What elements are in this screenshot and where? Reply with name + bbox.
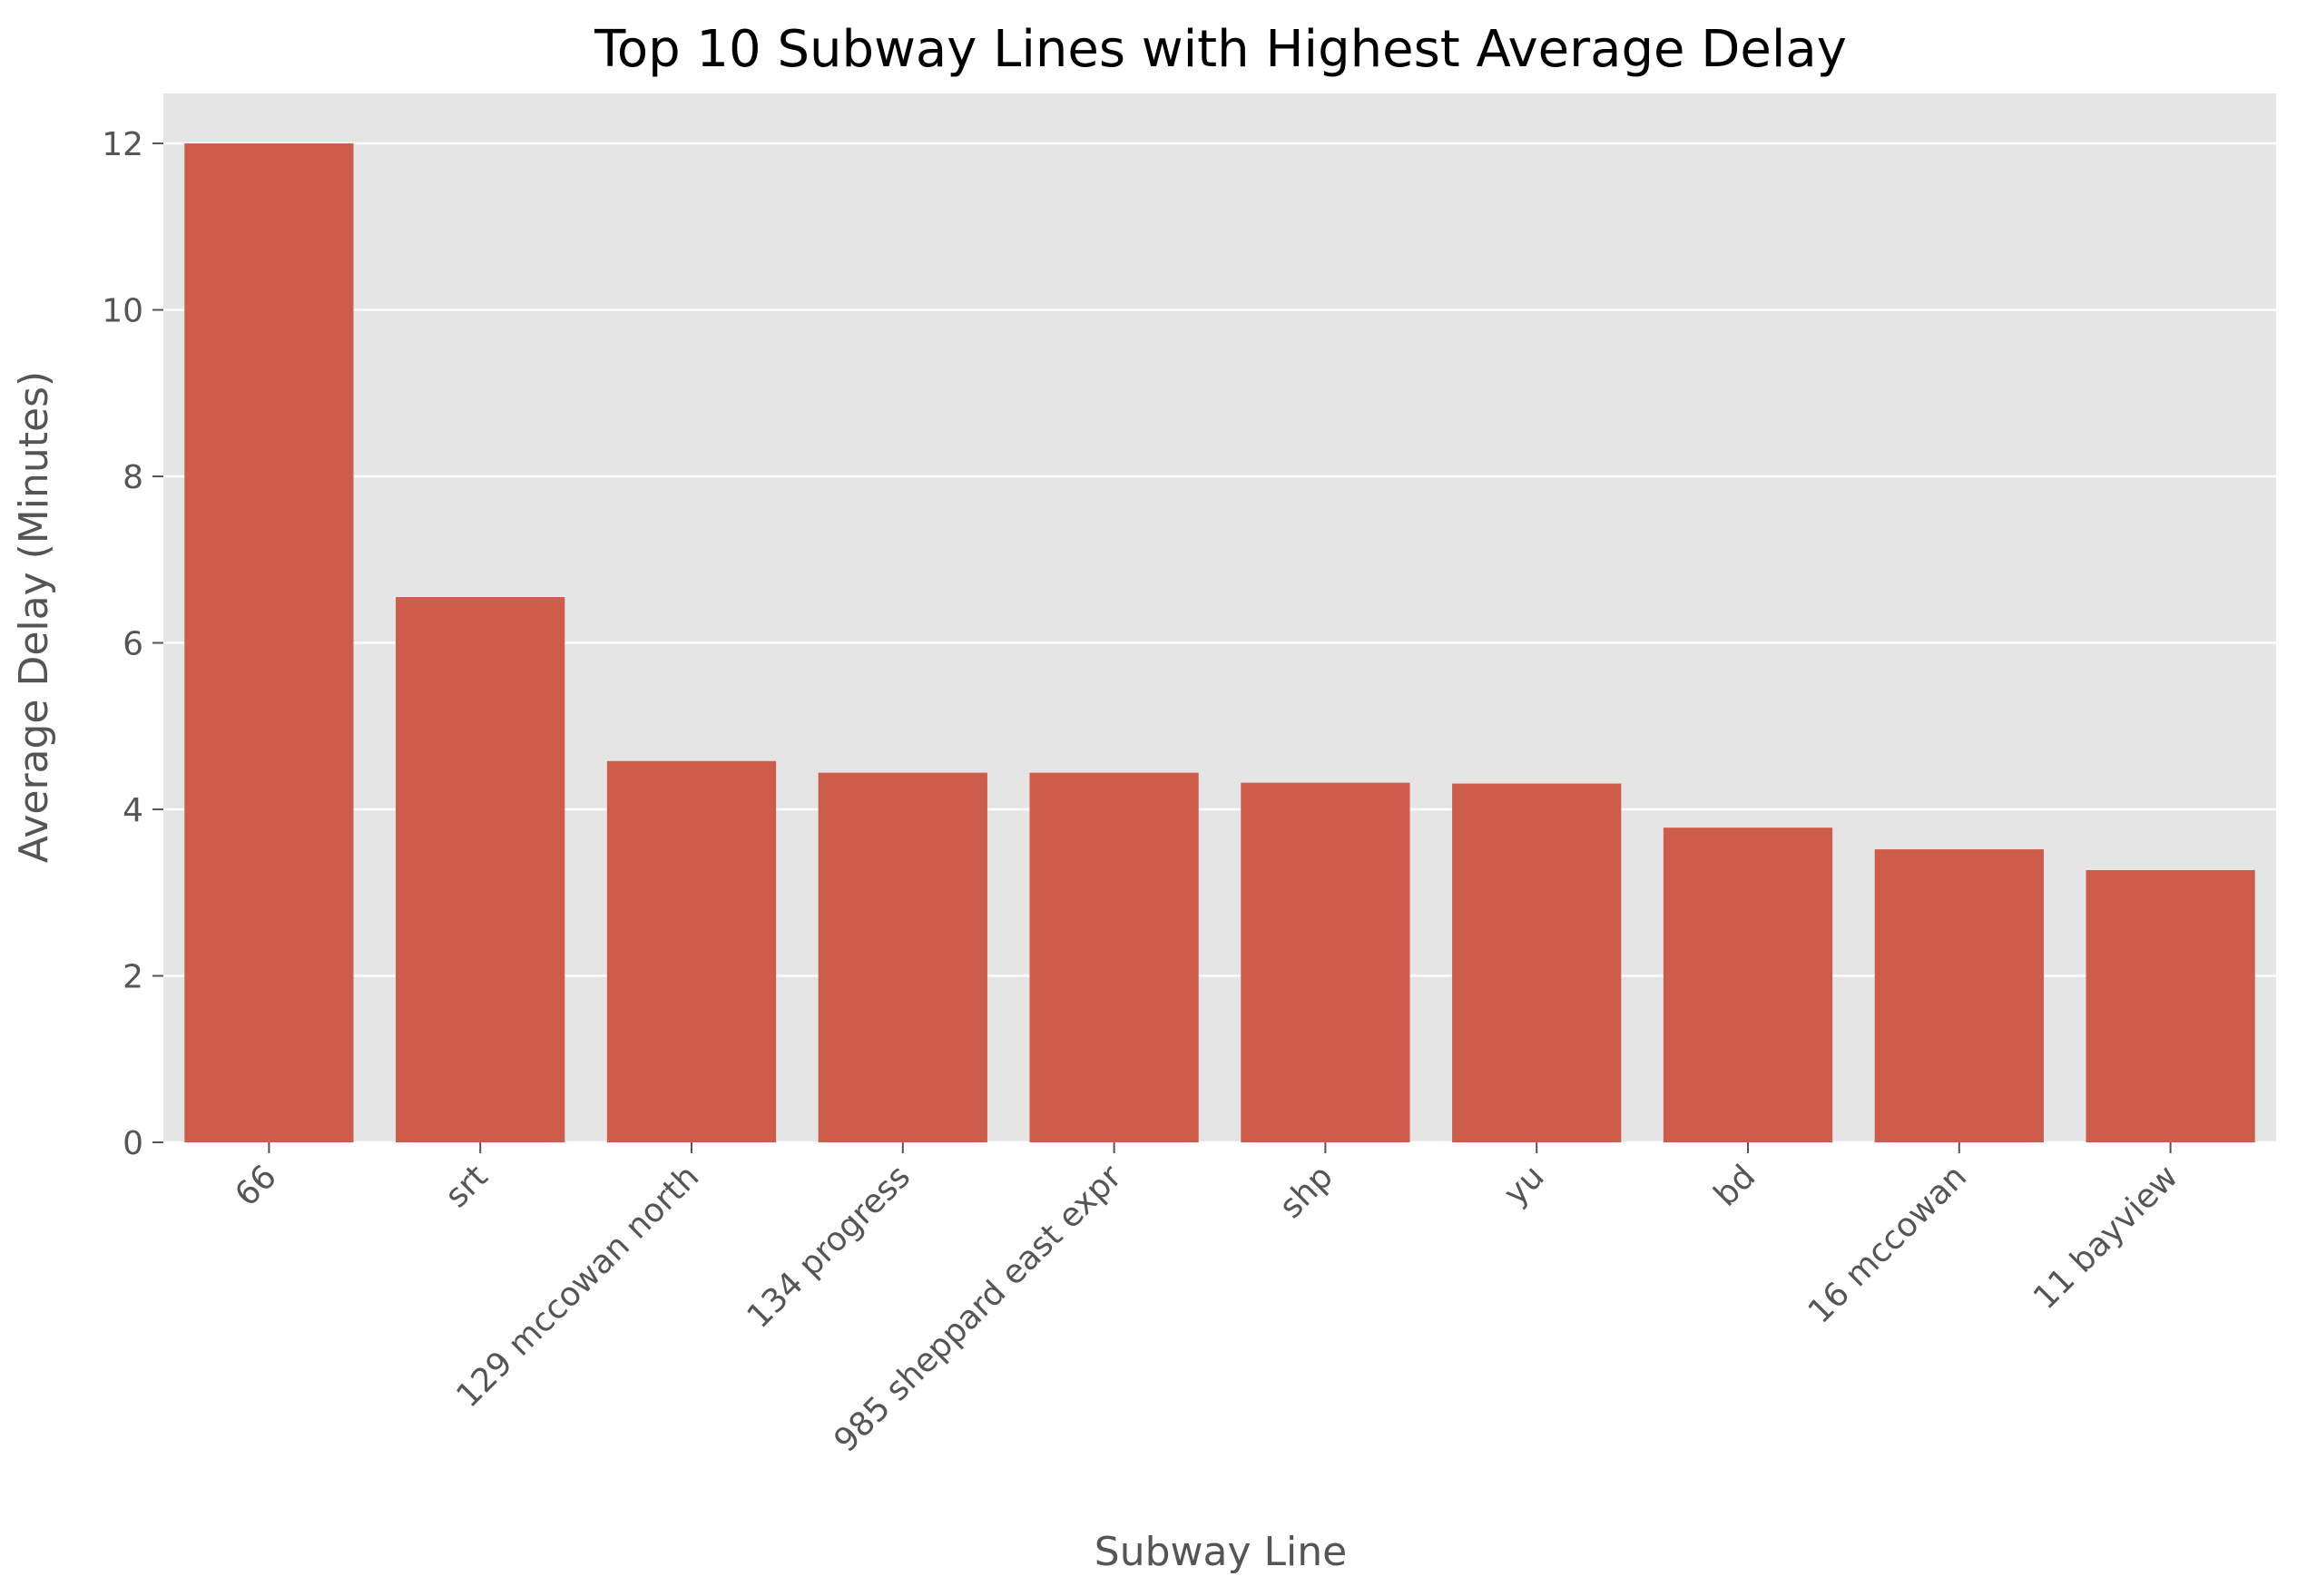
- bar: [184, 143, 354, 1143]
- bar: [1029, 772, 1199, 1142]
- x-tick-label: srt: [438, 1158, 496, 1215]
- y-tick-label: 0: [123, 1125, 143, 1162]
- y-tick-label: 6: [123, 626, 143, 663]
- x-tick-label: 129 mccowan north: [449, 1158, 706, 1415]
- y-tick-label: 8: [123, 459, 143, 496]
- bar: [818, 772, 987, 1142]
- bar: [2086, 869, 2255, 1142]
- x-axis-label: Subway Line: [1095, 1529, 1347, 1575]
- bars: [184, 143, 2255, 1143]
- x-tick-label: 11 bayview: [2027, 1158, 2185, 1317]
- bar: [1241, 782, 1410, 1142]
- x-tick-label: 134 progress: [741, 1158, 918, 1336]
- bar: [1663, 827, 1833, 1142]
- x-tick-label: 66: [228, 1158, 283, 1213]
- y-axis-ticks: 0 2 4 6 8 10 12: [102, 126, 163, 1162]
- y-tick-label: 4: [123, 792, 143, 829]
- y-axis-label: Average Delay (Minutes): [11, 371, 57, 863]
- bar: [396, 597, 565, 1142]
- x-tick-label: 16 mccowan: [1801, 1158, 1974, 1330]
- x-tick-label: shp: [1272, 1158, 1340, 1226]
- y-tick-label: 10: [102, 293, 143, 330]
- y-tick-label: 2: [123, 959, 143, 996]
- y-tick-label: 12: [102, 126, 143, 163]
- bar: [606, 760, 777, 1142]
- chart-title: Top 10 Subway Lines with Highest Average…: [594, 20, 1847, 79]
- x-tick-label: bd: [1707, 1158, 1762, 1213]
- x-tick-label: yu: [1497, 1158, 1551, 1212]
- bar: [1452, 783, 1622, 1142]
- bar: [1874, 849, 2044, 1142]
